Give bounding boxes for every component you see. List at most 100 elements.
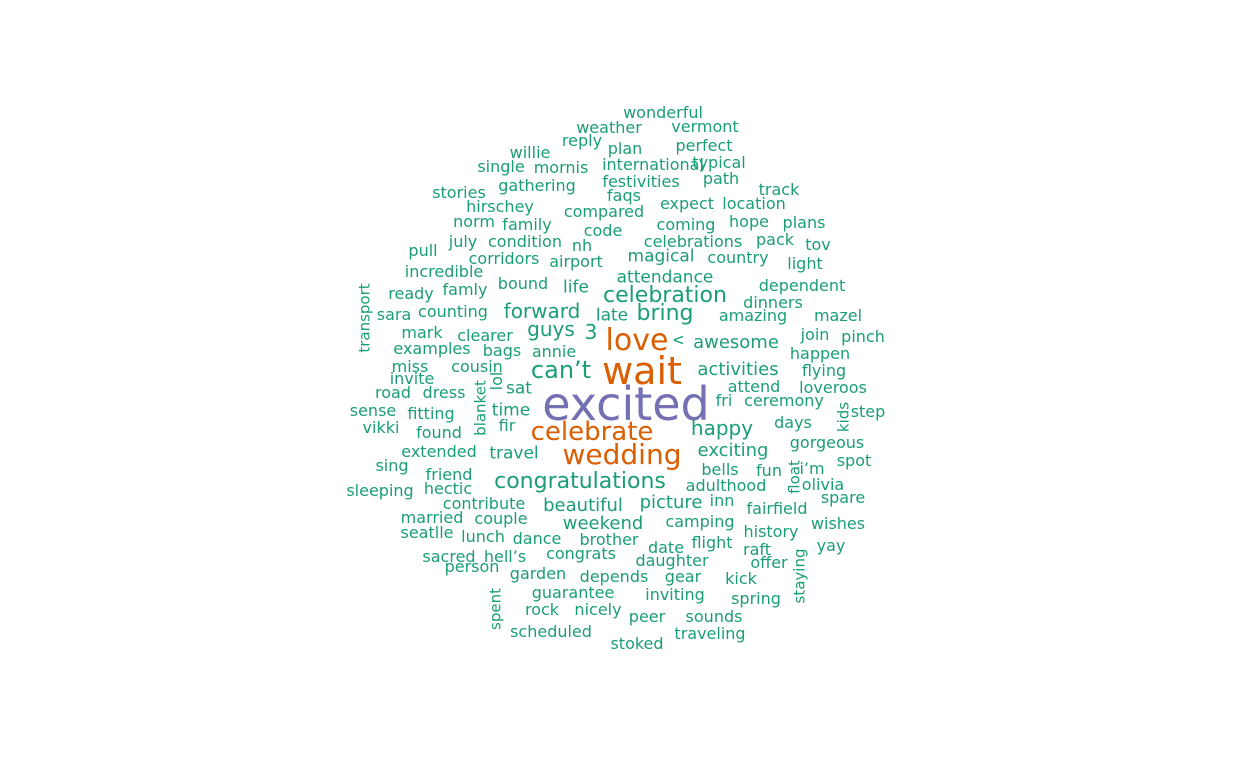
word-path: path xyxy=(702,169,740,188)
word-sara: sara xyxy=(376,305,412,324)
word-family: family xyxy=(502,215,552,234)
word-coming: coming xyxy=(656,215,716,234)
word-fir: fir xyxy=(498,416,516,435)
word-sing: sing xyxy=(375,456,409,475)
word-fun: fun xyxy=(756,461,782,480)
word-cousin: cousin xyxy=(451,357,503,376)
word-flying: flying xyxy=(801,361,847,380)
word-weekend: weekend xyxy=(562,513,644,534)
word-tov: tov xyxy=(805,235,831,254)
word-incredible: incredible xyxy=(404,262,484,281)
word-ready: ready xyxy=(388,284,434,303)
word-activities: activities xyxy=(697,359,779,380)
word-scheduled: scheduled xyxy=(510,622,592,641)
word-sleeping: sleeping xyxy=(346,481,414,500)
word-clearer: clearer xyxy=(457,326,513,345)
word-mornis: mornis xyxy=(533,158,589,177)
word-examples: examples xyxy=(393,339,471,358)
word-wishes: wishes xyxy=(810,514,866,533)
word-fairfield: fairfield xyxy=(746,499,808,518)
word-exciting: exciting xyxy=(697,440,769,461)
word-plan: plan xyxy=(607,139,643,158)
word-lunch: lunch xyxy=(461,527,505,546)
word-celebrations: celebrations xyxy=(643,232,743,251)
word-attend: attend xyxy=(727,377,781,396)
word-contribute: contribute xyxy=(442,494,526,513)
word-float: float xyxy=(785,460,804,494)
word-hirschey: hirschey xyxy=(466,197,534,216)
word-dress: dress xyxy=(422,383,466,402)
word-expect: expect xyxy=(659,194,715,213)
word-spent: spent xyxy=(486,588,505,630)
word-depends: depends xyxy=(579,567,649,586)
word-love: love xyxy=(605,323,669,358)
word-celebrate: celebrate xyxy=(530,417,654,447)
word-spot: spot xyxy=(836,451,872,470)
word-traveling: traveling xyxy=(674,624,746,643)
word-sounds: sounds xyxy=(685,607,743,626)
word-life: life xyxy=(563,277,589,298)
word-found: found xyxy=(416,423,462,442)
word-late: late xyxy=(595,305,629,326)
word-join: join xyxy=(800,325,830,344)
word-guys: guys xyxy=(527,317,575,341)
word-ceremony: ceremony xyxy=(744,391,824,410)
word-bring: bring xyxy=(636,301,694,326)
word-step: step xyxy=(850,402,886,421)
word-fri: fri xyxy=(715,391,733,410)
word-sat: sat xyxy=(506,378,532,399)
word-plans: plans xyxy=(782,213,826,232)
word-travel: travel xyxy=(489,443,539,464)
word-pinch: pinch xyxy=(841,327,885,346)
word-friend: friend xyxy=(425,465,473,484)
word-happy: happy xyxy=(690,416,754,440)
word-festivities: festivities xyxy=(602,172,680,191)
word-congratulations: congratulations xyxy=(494,469,666,494)
word-camping: camping xyxy=(665,512,735,531)
word-reply: reply xyxy=(561,131,603,150)
word-dependent: dependent xyxy=(758,276,846,295)
word-dance: dance xyxy=(512,529,562,548)
word-person: person xyxy=(444,557,500,576)
word-forward: forward xyxy=(503,299,581,323)
word-mazel: mazel xyxy=(813,306,863,325)
word-famly: famly xyxy=(442,280,488,299)
word-track: track xyxy=(758,180,800,199)
word-single: single xyxy=(477,157,525,176)
word-yay: yay xyxy=(816,536,846,555)
word-willie: willie xyxy=(509,143,551,162)
word-raft: raft xyxy=(742,540,772,559)
word-picture: picture xyxy=(639,492,703,513)
word-awesome: awesome xyxy=(693,332,779,353)
word-nh: nh xyxy=(571,236,593,255)
word-couple: couple xyxy=(474,509,528,528)
word-attendance: attendance xyxy=(616,267,714,288)
word-pack: pack xyxy=(755,230,795,249)
word-bound: bound xyxy=(497,274,549,293)
word-location: location xyxy=(722,194,786,213)
word-country: country xyxy=(707,248,769,267)
word-condition: condition xyxy=(488,232,562,251)
word-offer: offer xyxy=(750,553,788,572)
word-bags: bags xyxy=(482,341,522,360)
word-excited: excited xyxy=(542,377,710,431)
word-peer: peer xyxy=(628,607,666,626)
word-stories: stories xyxy=(432,183,486,202)
word-inn: inn xyxy=(709,491,735,510)
word-staying: staying xyxy=(790,548,809,604)
word-wedding: wedding xyxy=(562,438,682,471)
word-loveroos: loveroos xyxy=(799,378,867,397)
word-daughter: daughter xyxy=(635,551,709,570)
word-days: days xyxy=(774,413,812,432)
word-v: v xyxy=(670,335,689,345)
word-kick: kick xyxy=(725,569,757,588)
word-magical: magical xyxy=(627,246,695,267)
word-dinners: dinners xyxy=(743,293,803,312)
word-invite: invite xyxy=(389,369,435,388)
word-code: code xyxy=(583,221,623,240)
word-hell-s: hell’s xyxy=(483,547,527,566)
word-perfect: perfect xyxy=(675,136,733,155)
word-celebration: celebration xyxy=(603,283,727,308)
word-miss: miss xyxy=(391,357,429,376)
word-compared: compared xyxy=(563,202,645,221)
